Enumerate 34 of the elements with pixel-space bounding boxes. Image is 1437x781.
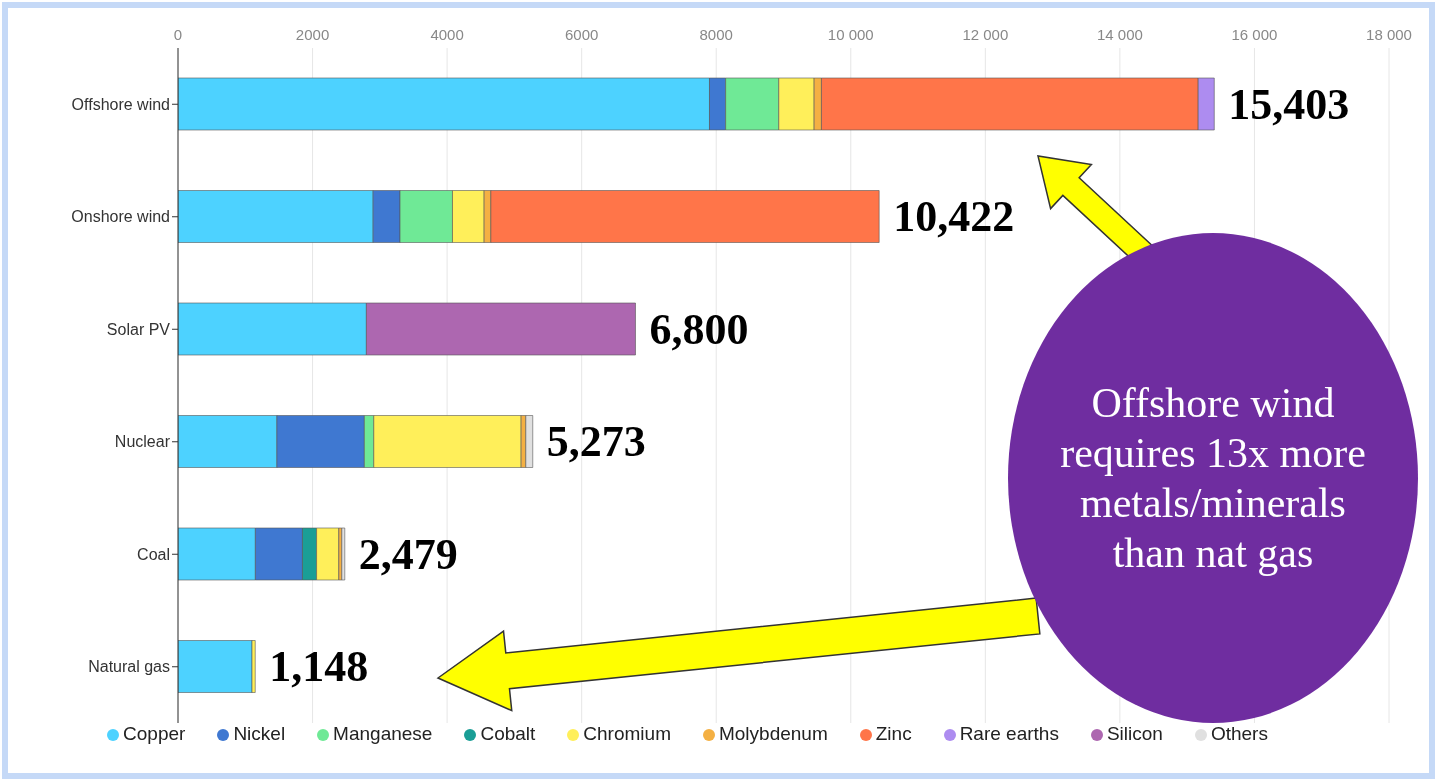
total-label: 15,403 bbox=[1228, 79, 1350, 129]
y-tick-label: Nuclear bbox=[114, 433, 171, 451]
legend-label: Chromium bbox=[583, 723, 671, 744]
y-tick-label: Solar PV bbox=[106, 320, 171, 338]
x-tick-label: 2000 bbox=[295, 26, 330, 43]
x-tick-label: 10 000 bbox=[827, 26, 874, 43]
legend-label: Zinc bbox=[875, 723, 912, 744]
y-tick-label: Natural gas bbox=[88, 658, 170, 676]
annotation: Offshore wind requires 13x more metals/minerals than nat gas bbox=[1060, 380, 1366, 576]
legend-label: Rare earths bbox=[959, 723, 1059, 744]
x-tick-label: 14 000 bbox=[1096, 26, 1143, 43]
total-label: 5,273 bbox=[546, 417, 646, 467]
legend-label: Silicon bbox=[1106, 723, 1163, 744]
legend-label: Copper bbox=[123, 723, 186, 744]
bar bbox=[178, 640, 253, 693]
y-tick-label: Coal bbox=[137, 545, 170, 563]
legend-label: Molybdenum bbox=[718, 723, 828, 744]
legend-label: Others bbox=[1210, 723, 1268, 744]
x-tick-label: 18 000 bbox=[1366, 26, 1412, 43]
total-label: 10,422 bbox=[893, 192, 1015, 242]
y-tick-label: Offshore wind bbox=[71, 95, 170, 113]
x-tick-label: 12 000 bbox=[962, 26, 1009, 43]
x-tick-label: 4000 bbox=[430, 26, 464, 43]
x-tick-label: 8000 bbox=[699, 26, 733, 43]
x-tick-label: 16 000 bbox=[1231, 26, 1278, 43]
x-tick-label: 6000 bbox=[564, 26, 599, 43]
legend-label: Manganese bbox=[333, 723, 433, 744]
y-tick-label: Onshore wind bbox=[71, 208, 170, 226]
legend-label: Nickel bbox=[233, 723, 286, 744]
total-label: 1,148 bbox=[269, 642, 369, 692]
total-label: 6,800 bbox=[649, 304, 749, 354]
total-label: 2,479 bbox=[358, 529, 458, 579]
x-tick-label: 0 bbox=[173, 26, 183, 43]
legend-label: Cobalt bbox=[480, 723, 536, 744]
